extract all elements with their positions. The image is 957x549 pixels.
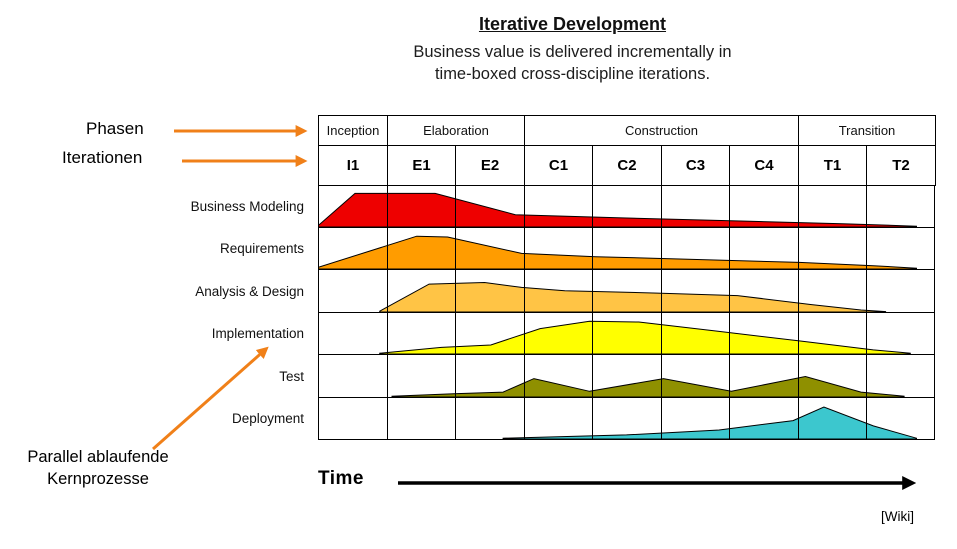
iteration-e2: E2 — [455, 145, 525, 186]
parallel-annotation: Parallel ablaufende Kernprozesse — [2, 446, 194, 491]
effort-hump-deployment — [502, 406, 917, 439]
iteration-c1: C1 — [524, 145, 593, 186]
iteration-t1: T1 — [798, 145, 867, 186]
effort-hump-requirements — [318, 235, 917, 269]
effort-shape-implementation — [379, 320, 911, 354]
effort-hump-business-modeling — [318, 192, 917, 227]
phase-construction: Construction — [524, 115, 799, 146]
effort-shape-deployment — [502, 406, 917, 439]
discipline-row-deployment — [318, 398, 935, 440]
effort-shape-analysis-design — [379, 281, 887, 312]
discipline-label-analysis-design: Analysis & Design — [195, 283, 304, 299]
discipline-labels: Business Modeling Requirements Analysis & … — [88, 185, 310, 440]
parallel-annotation-line1: Parallel ablaufende — [27, 448, 169, 466]
subtitle-line2: time-boxed cross-discipline iterations. — [434, 64, 711, 83]
iteration-i1: I1 — [318, 145, 388, 186]
iteration-e1: E1 — [387, 145, 456, 186]
discipline-rows — [318, 185, 935, 440]
effort-shape-business-modeling — [318, 192, 917, 227]
diagram-subtitle: Business value is delivered incrementall… — [240, 42, 905, 86]
phase-elaboration: Elaboration — [387, 115, 525, 146]
discipline-label-implementation: Implementation — [211, 326, 304, 342]
discipline-row-business-modeling — [318, 185, 935, 228]
discipline-label-business-modeling: Business Modeling — [190, 198, 304, 214]
discipline-row-implementation — [318, 313, 935, 355]
iteration-c2: C2 — [592, 145, 662, 186]
iteration-c4: C4 — [729, 145, 799, 186]
discipline-label-deployment: Deployment — [231, 411, 304, 427]
iteration-t2: T2 — [866, 145, 936, 186]
discipline-row-test — [318, 355, 935, 398]
iterationen-annotation: Iterationen — [62, 148, 143, 167]
phase-inception: Inception — [318, 115, 388, 146]
phase-transition: Transition — [798, 115, 936, 146]
effort-shape-requirements — [318, 235, 917, 269]
parallel-annotation-line2: Kernprozesse — [47, 470, 149, 489]
phasen-annotation: Phasen — [86, 119, 144, 138]
effort-hump-implementation — [379, 320, 911, 354]
subtitle-line1: Business value is delivered incrementall… — [413, 43, 732, 61]
diagram-title: Iterative Development — [478, 14, 667, 34]
time-label: Time — [318, 468, 365, 489]
discipline-row-requirements — [318, 228, 935, 270]
effort-hump-analysis-design — [379, 281, 887, 312]
iteration-c3: C3 — [661, 145, 730, 186]
discipline-row-analysis-design — [318, 270, 935, 313]
effort-shape-test — [391, 375, 905, 397]
effort-hump-test — [391, 375, 905, 397]
rup-chart: Inception Elaboration Construction Transiti… — [318, 115, 936, 440]
source-label: [Wiki] — [881, 509, 914, 524]
discipline-label-requirements: Requirements — [219, 241, 304, 257]
title-block: Iterative Development Business value is … — [240, 14, 905, 86]
discipline-label-test: Test — [279, 368, 304, 384]
